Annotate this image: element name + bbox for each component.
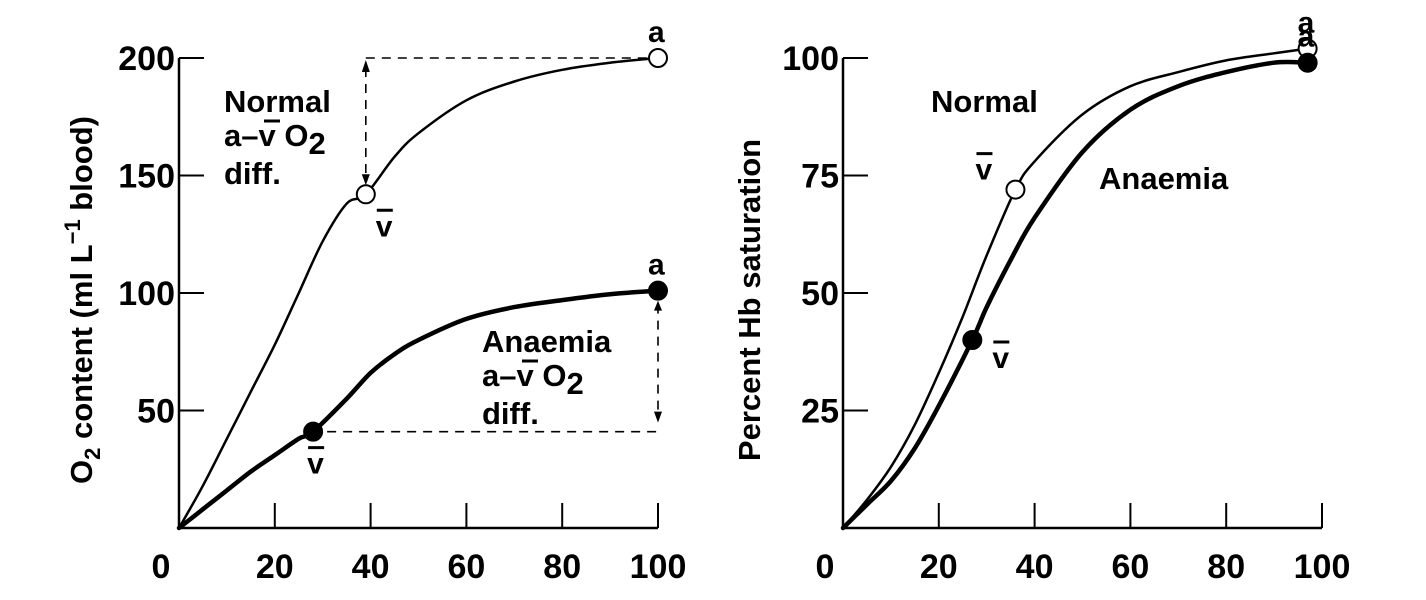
x-tick-label: 60 [447,548,485,586]
marker-venous-normal [1005,179,1026,200]
right-chart-hb-saturation: 0 20 40 60 80 100 25 50 75 100 v a v a [782,7,1350,586]
arrowhead-up [361,60,370,72]
y-tick-label: 200 [118,40,175,78]
y-tick-label: 100 [782,40,839,78]
x-tick-label: 80 [1207,548,1245,586]
y-tick-label: 50 [801,275,839,313]
venous-label: v [307,448,324,481]
series-line-normal [177,56,660,530]
annotation-line-3: diff. [482,396,539,431]
series-line-anaemia [840,59,1310,531]
y-tick-label: 25 [801,393,839,431]
series-label-anaemia: Anaemia [1099,161,1229,196]
marker-venous-anaemia [962,330,983,350]
x-tick-label: 100 [630,548,687,586]
arrowhead-up [654,300,662,311]
venous-label: v [975,154,992,187]
annotation-line-1: Anaemia [482,324,612,359]
marker-venous-normal [355,184,376,205]
y-tick-label: 100 [118,275,175,313]
x-tick-label: 40 [1016,548,1054,586]
annotation-line-1: Normal [224,84,331,119]
arterial-label: a [1298,7,1315,40]
x-tick-label: 100 [1294,548,1351,586]
left-chart-o2-content: 0 20 40 60 80 100 50 100 150 200 v a v a [118,16,686,586]
marker-arterial-anaemia [648,280,668,301]
marker-arterial-anaemia [1297,52,1318,73]
annotation-line-2: a–v O2 [224,118,326,161]
x-tick-label: 20 [920,548,958,586]
arrowhead-down [654,411,662,423]
x-tick-label: 60 [1111,548,1149,586]
arrowhead-down [361,174,370,186]
left-y-axis-title: O2 content (ml L−1 blood) [60,116,105,484]
marker-arterial-normal [648,48,668,68]
arterial-label: a [648,249,665,282]
venous-label: v [376,210,393,243]
y-tick-label: 150 [118,158,175,196]
x-tick-label: 0 [152,548,171,586]
x-tick-label: 80 [543,548,581,586]
arterial-label: a [648,16,665,49]
x-tick-label: 20 [256,548,294,586]
marker-venous-anaemia [303,421,324,442]
annotation-line-2: a–v O2 [482,358,584,401]
annotation-normal-diff: Normal a–v O2 diff. [224,84,331,191]
y-tick-label: 75 [801,158,839,196]
series-line-anaemia [176,288,661,531]
x-tick-label: 0 [816,548,835,586]
annotation-anaemia-diff: Anaemia a–v O2 diff. [482,324,612,431]
right-y-axis-title: Percent Hb saturation [732,139,767,461]
annotation-line-3: diff. [224,156,281,191]
x-tick-label: 40 [352,548,390,586]
venous-label: v [992,342,1009,375]
series-line-normal [841,47,1309,530]
y-tick-label: 50 [137,393,175,431]
series-label-normal: Normal [931,84,1038,119]
arterial-label: a [1298,21,1315,54]
